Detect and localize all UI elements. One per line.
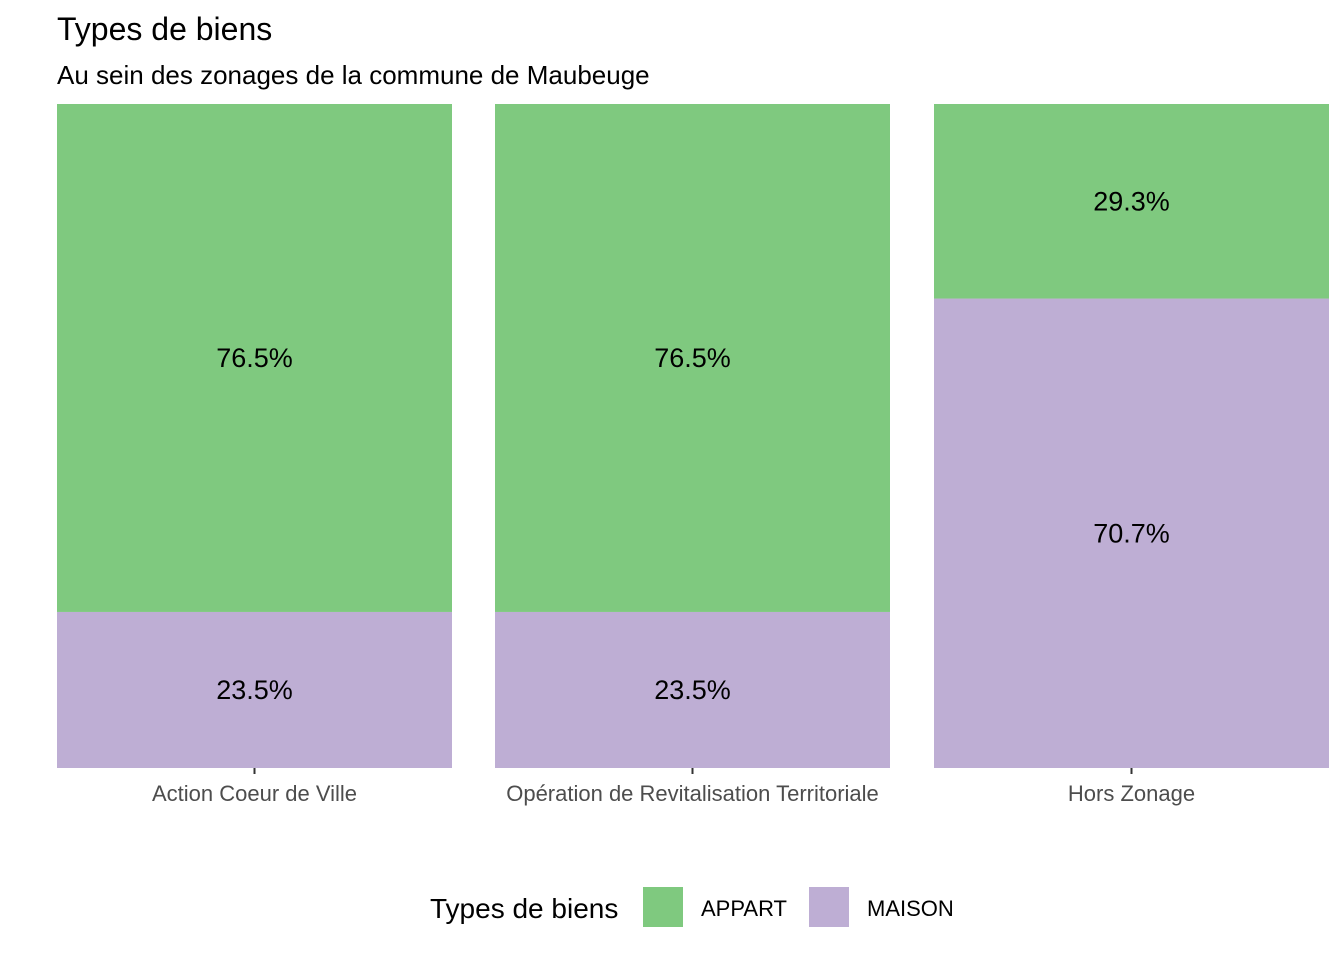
legend-key-appart [641,885,685,929]
data-label: 23.5% [216,675,293,705]
legend-label-maison: MAISON [867,896,954,921]
bar-segment-appart [934,104,1329,299]
bar-segment-maison [57,611,452,768]
data-label: 76.5% [654,343,731,373]
bar-segment-maison [934,298,1329,768]
legend-title: Types de biens [430,893,618,924]
data-label: 23.5% [654,675,731,705]
bar-segment-maison [495,611,890,768]
chart-title: Types de biens [57,11,272,47]
legend-label-appart: APPART [701,896,787,921]
legend-key-maison [807,885,851,929]
data-label: 29.3% [1093,186,1170,216]
bar-segment-appart [495,104,890,612]
x-tick-label: Hors Zonage [1068,781,1195,806]
chart-subtitle: Au sein des zonages de la commune de Mau… [57,60,650,90]
plot-area: 23.5% 76.5% 23.5% 76.5% 70.7% 29.3% [57,104,1329,768]
legend: Types de biens APPART MAISON [430,885,954,929]
bar-segment-appart [57,104,452,612]
x-axis: Action Coeur de Ville Opération de Revita… [152,768,1195,806]
x-tick-label: Action Coeur de Ville [152,781,357,806]
data-label: 76.5% [216,343,293,373]
x-tick-label: Opération de Revitalisation Territoriale [506,781,879,806]
data-label: 70.7% [1093,518,1170,548]
